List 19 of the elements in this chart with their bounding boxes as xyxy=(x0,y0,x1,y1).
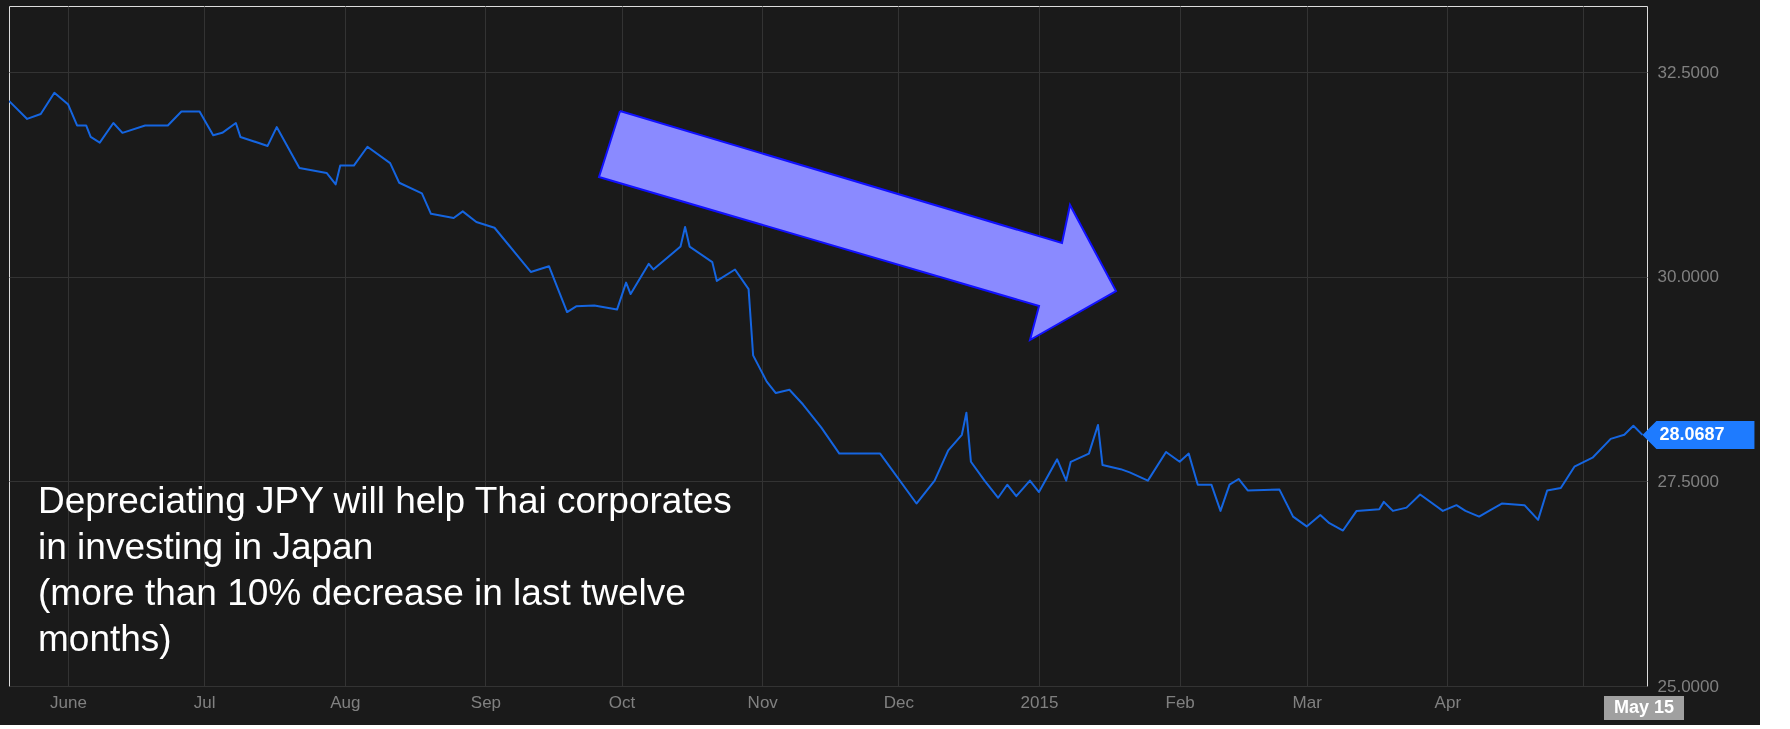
y-tick-label: 25.0000 xyxy=(1657,676,1719,696)
x-tick-label: Oct xyxy=(608,692,636,712)
x-tick-label: Feb xyxy=(1165,692,1195,712)
y-tick-label: 30.0000 xyxy=(1657,267,1719,287)
x-tick-label: Mar xyxy=(1292,692,1323,712)
y-tick-label: 27.5000 xyxy=(1657,471,1719,491)
x-tick-label: Nov xyxy=(747,692,779,712)
x-tick-label: 2015 xyxy=(1020,692,1059,712)
x-tick-label: Dec xyxy=(883,692,915,712)
text: May 15 xyxy=(1613,697,1675,717)
annotation: Depreciating JPY will help Thai corporates in investing in Japan (more than 10% decrease in last twelve months) xyxy=(38,480,732,659)
line-series xyxy=(9,91,1644,532)
x-tick-label: June xyxy=(50,692,87,712)
annotation: 28.0687 xyxy=(1659,423,1725,444)
y-tick-label: 32.5000 xyxy=(1657,62,1719,82)
x-tick-label: Jul xyxy=(193,692,216,712)
x-tick-label: Aug xyxy=(330,692,361,712)
x-tick-label: Apr xyxy=(1434,692,1462,712)
x-tick-label: Sep xyxy=(470,692,502,712)
